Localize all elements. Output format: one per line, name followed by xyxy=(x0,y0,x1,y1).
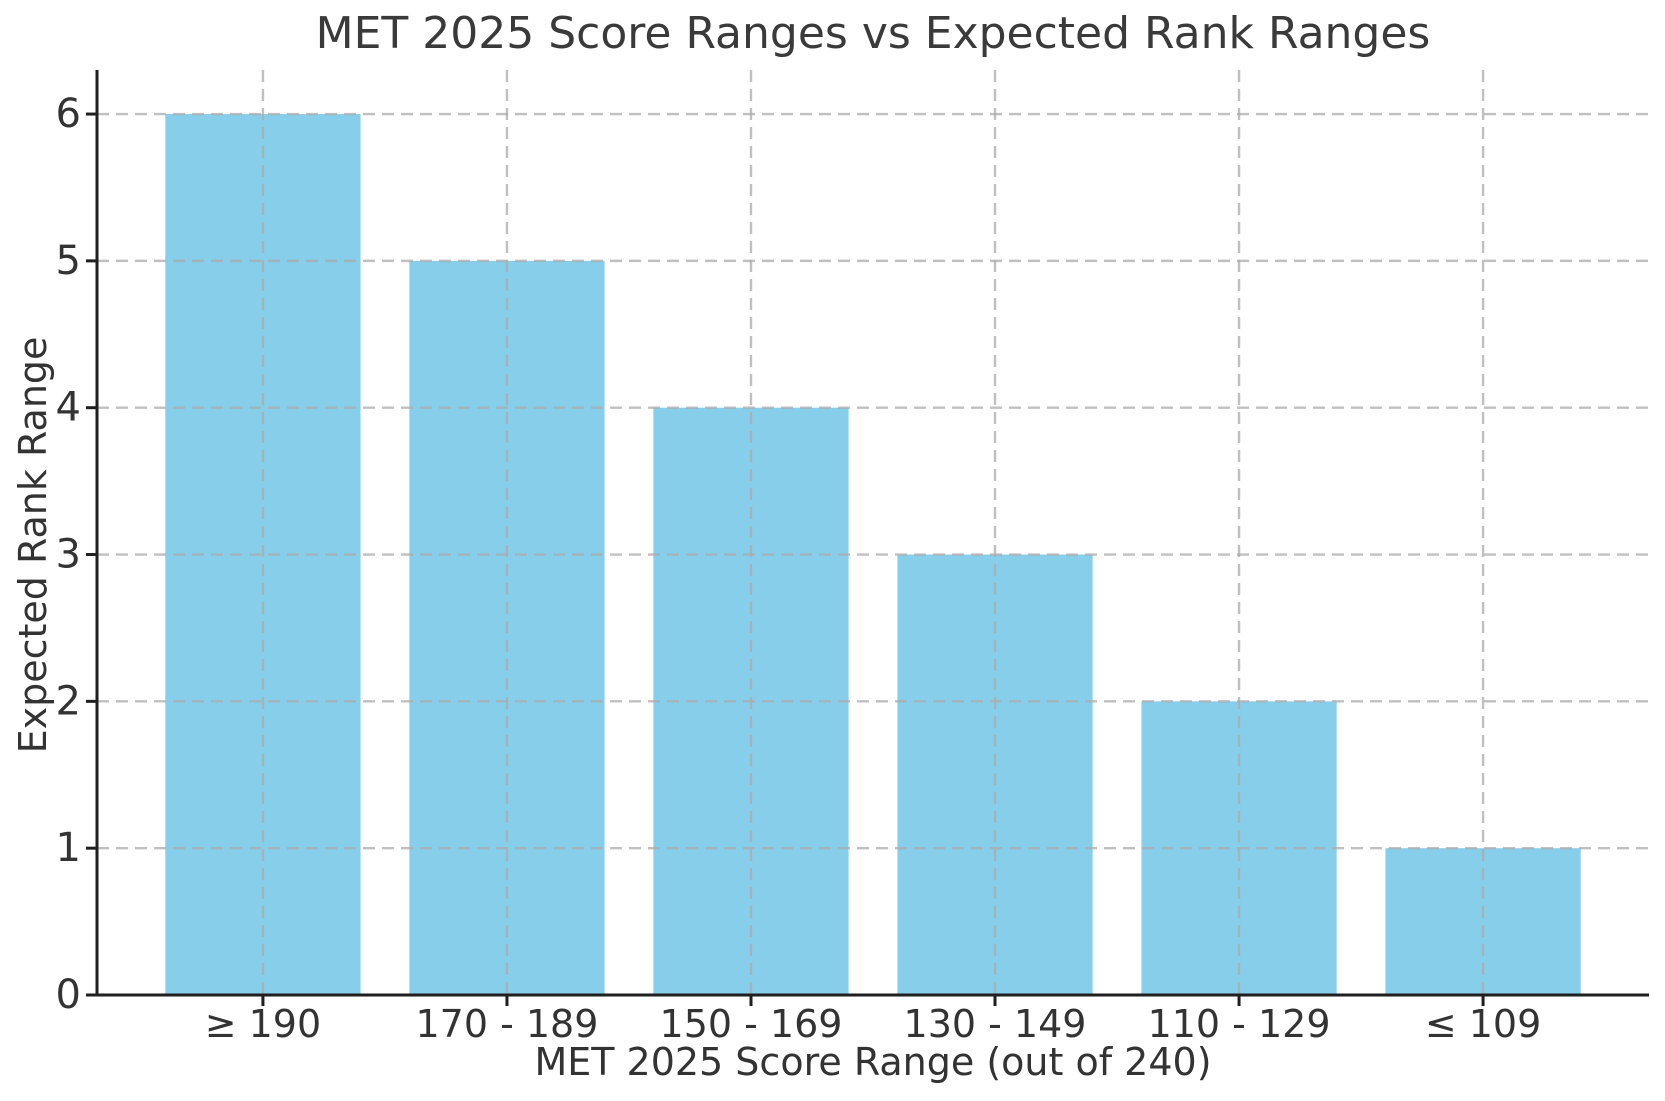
y-tick-label-0: 0 xyxy=(56,972,81,1018)
y-tick-label-2: 2 xyxy=(56,678,81,724)
x-tick-label-1: 170 - 189 xyxy=(415,1002,598,1046)
x-axis-label: MET 2025 Score Range (out of 240) xyxy=(534,1040,1212,1084)
y-tick-label-4: 4 xyxy=(56,385,81,431)
x-tick-label-0: ≥ 190 xyxy=(205,1002,321,1046)
y-tick-label-6: 6 xyxy=(56,91,81,137)
y-tick-label-1: 1 xyxy=(56,825,81,871)
y-tick-label-5: 5 xyxy=(56,238,81,284)
chart-title: MET 2025 Score Ranges vs Expected Rank R… xyxy=(315,8,1431,59)
x-tick-label-4: 110 - 129 xyxy=(1148,1002,1331,1046)
y-tick-label-3: 3 xyxy=(56,532,81,578)
x-tick-label-5: ≤ 109 xyxy=(1425,1002,1541,1046)
x-tick-label-2: 150 - 169 xyxy=(660,1002,843,1046)
y-axis-label: Expected Rank Range xyxy=(11,336,55,754)
x-tick-label-3: 130 - 149 xyxy=(904,1002,1087,1046)
